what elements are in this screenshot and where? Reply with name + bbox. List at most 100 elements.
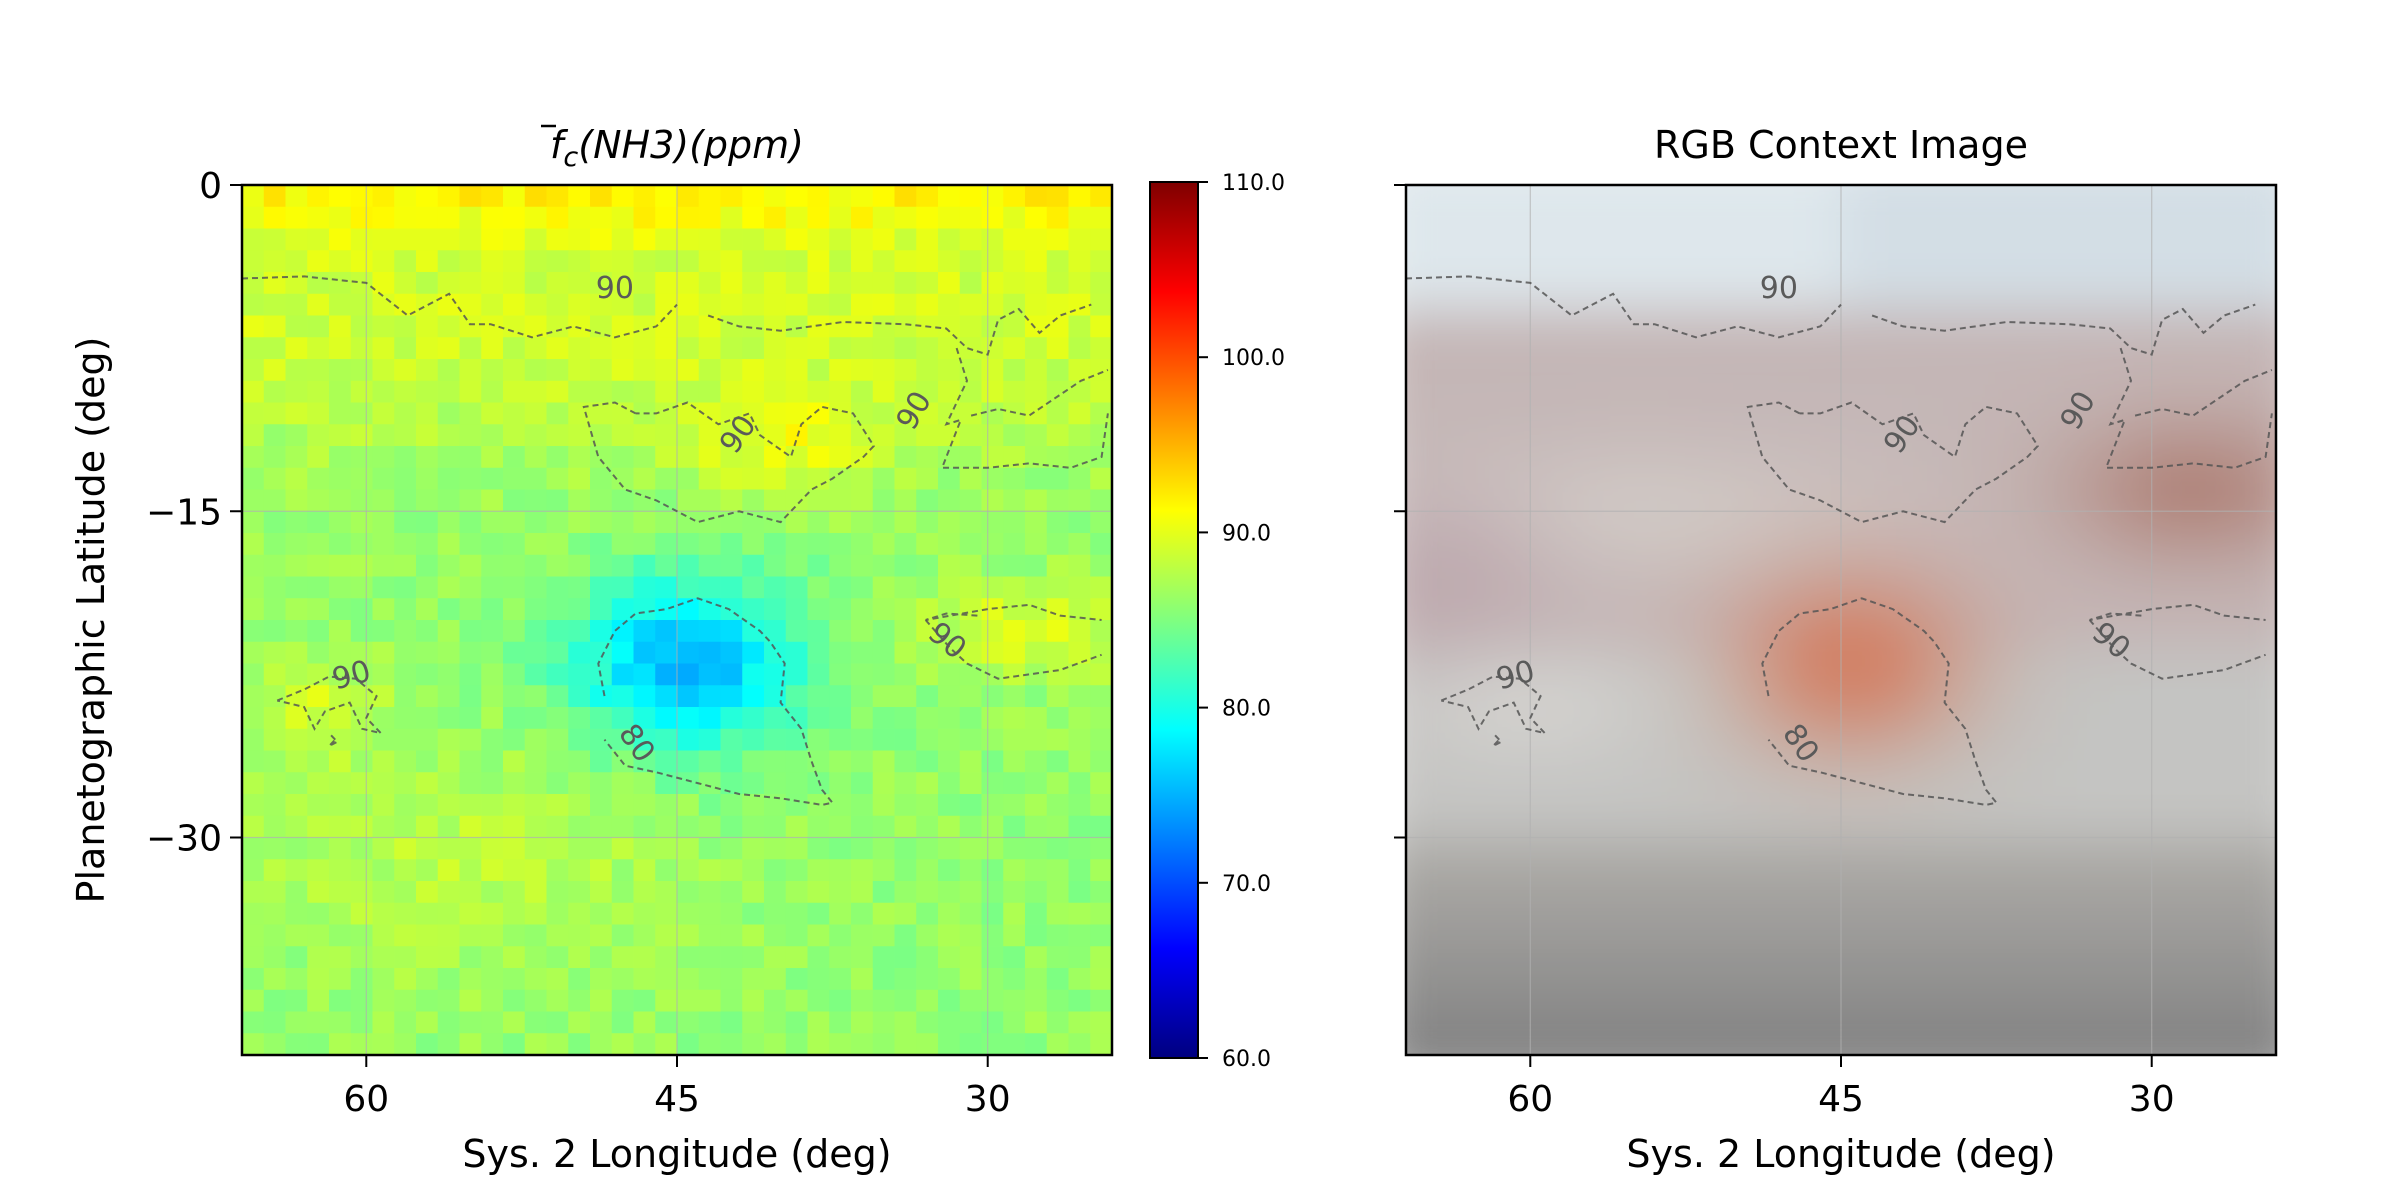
nh3-pixel (655, 250, 678, 273)
rgb-pixel (1406, 1023, 1407, 1055)
nh3-pixel (720, 185, 743, 208)
nh3-pixel (1068, 837, 1091, 860)
nh3-pixel (677, 881, 700, 904)
nh3-pixel (568, 881, 591, 904)
rgb-pixel (1561, 309, 1594, 341)
rgb-pixel (1872, 806, 1904, 839)
rgb-pixel (1716, 961, 1749, 994)
nh3-pixel (938, 620, 961, 643)
nh3-pixel (829, 794, 852, 817)
nh3-pixel (959, 424, 983, 447)
nh3-pixel (764, 837, 787, 860)
nh3-pixel (568, 185, 591, 208)
nh3-pixel (329, 533, 352, 556)
rgb-pixel (1499, 961, 1531, 994)
rgb-pixel (1655, 1055, 1687, 1087)
rgb-pixel (2059, 1055, 2091, 1087)
rgb-pixel (1903, 961, 1935, 994)
rgb-pixel (1872, 247, 1904, 279)
nh3-pixel (938, 489, 961, 512)
rgb-pixel (1623, 464, 1656, 497)
nh3-pixel (372, 663, 395, 686)
nh3-pixel (851, 402, 874, 425)
nh3-pixel (872, 250, 896, 273)
nh3-pixel (938, 1011, 961, 1034)
rgb-pixel (2027, 557, 2060, 590)
nh3-pixel (611, 598, 635, 621)
rgb-pixel (1934, 899, 1966, 932)
nh3-pixel (1025, 750, 1048, 773)
rgb-pixel (1406, 340, 1438, 373)
rgb-pixel (1716, 433, 1749, 466)
nh3-pixel (851, 228, 874, 251)
rgb-pixel (1468, 837, 1500, 870)
rgb-pixel (1654, 340, 1687, 373)
rgb-pixel (2244, 992, 2276, 1025)
nh3-pixel (938, 794, 961, 817)
rgb-pixel (2151, 961, 2184, 994)
nh3-pixel (916, 968, 939, 991)
nh3-pixel (633, 380, 656, 404)
nh3-pixel (481, 533, 504, 556)
nh3-pixel (1025, 228, 1048, 251)
contour-line (1746, 401, 2040, 524)
rgb-pixel (1561, 930, 1594, 963)
nh3-pixel (785, 815, 809, 839)
nh3-pixel (459, 837, 482, 860)
nh3-pixel (633, 1033, 656, 1055)
nh3-pixel (655, 728, 678, 752)
nh3-pixel (1025, 707, 1048, 730)
nh3-pixel (263, 663, 287, 686)
nh3-pixel (285, 511, 308, 534)
nh3-pixel (285, 380, 308, 404)
rgb-pixel (2276, 651, 2308, 683)
rgb-pixel (2120, 464, 2153, 497)
nh3-pixel (437, 1033, 461, 1055)
nh3-pixel (307, 206, 330, 230)
rgb-pixel (1841, 744, 1873, 776)
nh3-pixel (590, 815, 613, 839)
nh3-pixel (307, 228, 330, 251)
nh3-pixel (785, 293, 809, 317)
nh3-pixel (1025, 728, 1048, 752)
rgb-pixel (1716, 744, 1749, 776)
nh3-pixel (1046, 554, 1070, 578)
nh3-pixel (546, 750, 569, 773)
rgb-pixel (2151, 713, 2184, 745)
nh3-pixel (742, 772, 765, 795)
nh3-pixel (350, 881, 374, 904)
nh3-pixel (503, 924, 526, 947)
nh3-pixel (1025, 402, 1048, 425)
nh3-pixel (568, 359, 591, 382)
nh3-pixel (829, 881, 852, 904)
nh3-pixel (394, 424, 417, 447)
rgb-pixel (1499, 526, 1531, 559)
nh3-pixel (807, 250, 830, 273)
nh3-pixel (307, 554, 330, 578)
nh3-pixel (829, 467, 852, 491)
nh3-pixel (981, 859, 1004, 882)
nh3-pixel (677, 337, 700, 360)
nh3-pixel (285, 446, 308, 469)
rgb-pixel (1406, 557, 1407, 590)
rgb-pixel (1965, 557, 1997, 590)
nh3-pixel (1003, 750, 1026, 773)
nh3-pixel (611, 1011, 635, 1034)
nh3-pixel (633, 859, 656, 882)
nh3-pixel (590, 315, 613, 338)
rgb-pixel (1406, 775, 1438, 808)
nh3-pixel (959, 641, 983, 665)
rgb-pixel (1778, 402, 1811, 435)
nh3-pixel (437, 489, 461, 512)
rgb-pixel (1499, 216, 1531, 248)
nh3-pixel (829, 663, 852, 686)
nh3-pixel (1003, 946, 1026, 969)
rgb-pixel (1499, 557, 1531, 590)
nh3-pixel (872, 293, 896, 317)
nh3-pixel (263, 446, 287, 469)
nh3-pixel (807, 881, 830, 904)
nh3-pixel (764, 641, 787, 665)
nh3-pixel (698, 206, 722, 230)
nh3-pixel (655, 750, 678, 773)
rgb-pixel (1872, 588, 1904, 621)
